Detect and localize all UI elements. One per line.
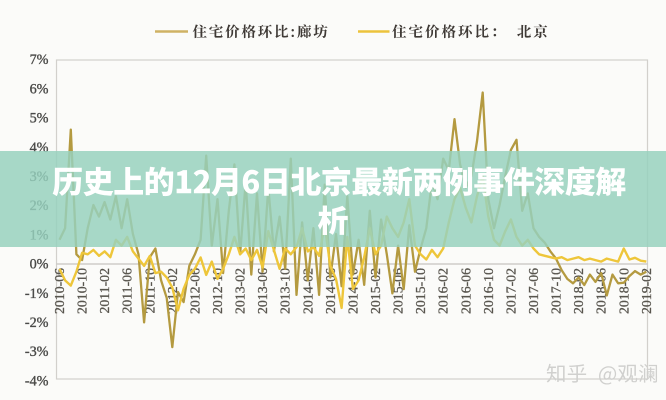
svg-text:2014-10: 2014-10 [345,268,360,314]
svg-text:6%: 6% [30,81,49,97]
svg-text:2013-10: 2013-10 [278,268,293,314]
svg-text:2010-10: 2010-10 [75,268,90,314]
svg-text:-4%: -4% [25,373,49,389]
svg-text:2014-06: 2014-06 [323,268,338,314]
svg-text:2011-06: 2011-06 [120,268,135,314]
svg-text:5%: 5% [30,111,49,127]
svg-text:2016-10: 2016-10 [481,268,496,314]
svg-text:2013-06: 2013-06 [255,268,270,314]
svg-text:7%: 7% [30,52,49,68]
svg-text:2014-02: 2014-02 [300,268,315,314]
svg-text:0%: 0% [30,257,49,273]
svg-text:-1%: -1% [25,286,49,302]
svg-text:2017-10: 2017-10 [549,268,564,314]
svg-text:2012-10: 2012-10 [210,268,225,314]
svg-text:2017-02: 2017-02 [503,268,518,314]
svg-text:2016-06: 2016-06 [458,268,473,314]
svg-text:2018-02: 2018-02 [571,268,586,314]
svg-text:2012-06: 2012-06 [187,268,202,314]
svg-text:2011-02: 2011-02 [97,268,112,314]
svg-text:2016-02: 2016-02 [436,268,451,314]
svg-text:-3%: -3% [25,344,49,360]
svg-text:2017-06: 2017-06 [526,268,541,314]
svg-text:-2%: -2% [25,315,49,331]
svg-text:2013-02: 2013-02 [233,268,248,314]
svg-text:2019-02: 2019-02 [639,268,654,314]
svg-text:2018-10: 2018-10 [616,268,631,314]
svg-text:2015-10: 2015-10 [413,268,428,314]
svg-text:2015-02: 2015-02 [368,268,383,314]
svg-text:2010-06: 2010-06 [52,268,67,314]
